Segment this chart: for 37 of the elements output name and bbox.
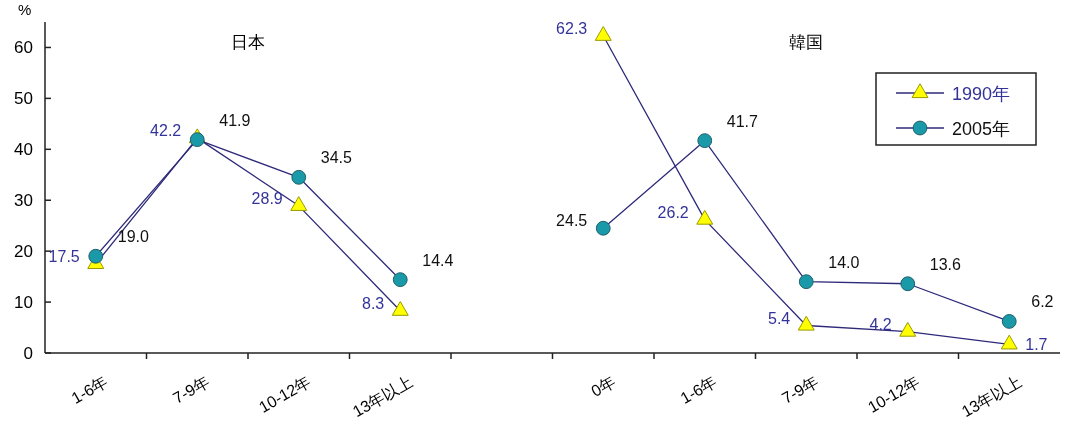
x-tick-label: 7-9年	[778, 372, 822, 407]
x-tick-label: 13年以上	[958, 372, 1025, 421]
y-tick-label: 40	[14, 140, 33, 160]
data-label: 8.3	[362, 294, 385, 312]
x-tick-label: 1-6年	[68, 372, 111, 407]
data-label: 62.3	[556, 19, 588, 37]
y-tick-label: 20	[14, 242, 33, 262]
y-tick-label: 50	[14, 89, 33, 109]
y-axis-title: %	[18, 1, 32, 18]
x-tick-label: 7-9年	[169, 372, 213, 407]
data-label: 5.4	[768, 309, 791, 327]
y-tick-label: 60	[14, 38, 33, 58]
data-label: 24.5	[556, 212, 588, 230]
data-label: 6.2	[1031, 293, 1054, 311]
data-label: 26.2	[657, 203, 689, 221]
y-tick-label: 10	[14, 293, 33, 313]
annotation: 韓国	[789, 33, 824, 52]
data-label: 14.0	[828, 253, 860, 271]
legend-label: 1990年	[952, 84, 1011, 104]
data-label: 28.9	[251, 189, 283, 207]
legend-label: 2005年	[952, 119, 1011, 139]
y-tick-label: 30	[14, 191, 33, 211]
x-tick-label: 13年以上	[349, 372, 416, 421]
data-label: 41.7	[726, 112, 758, 130]
annotation: 日本	[231, 33, 265, 52]
x-tick-label: 1-6年	[677, 372, 720, 407]
data-label: 17.5	[48, 247, 80, 265]
data-label: 34.5	[320, 149, 352, 167]
data-label: 42.2	[150, 122, 182, 140]
data-label: 14.4	[422, 251, 454, 269]
data-label: 13.6	[929, 255, 961, 273]
data-label: 1.7	[1025, 336, 1048, 354]
data-label: 41.9	[219, 111, 251, 129]
data-label: 19.0	[117, 228, 149, 246]
data-label: 4.2	[869, 315, 892, 333]
x-tick-label: 0年	[588, 372, 619, 400]
y-tick-label: 0	[23, 344, 33, 363]
